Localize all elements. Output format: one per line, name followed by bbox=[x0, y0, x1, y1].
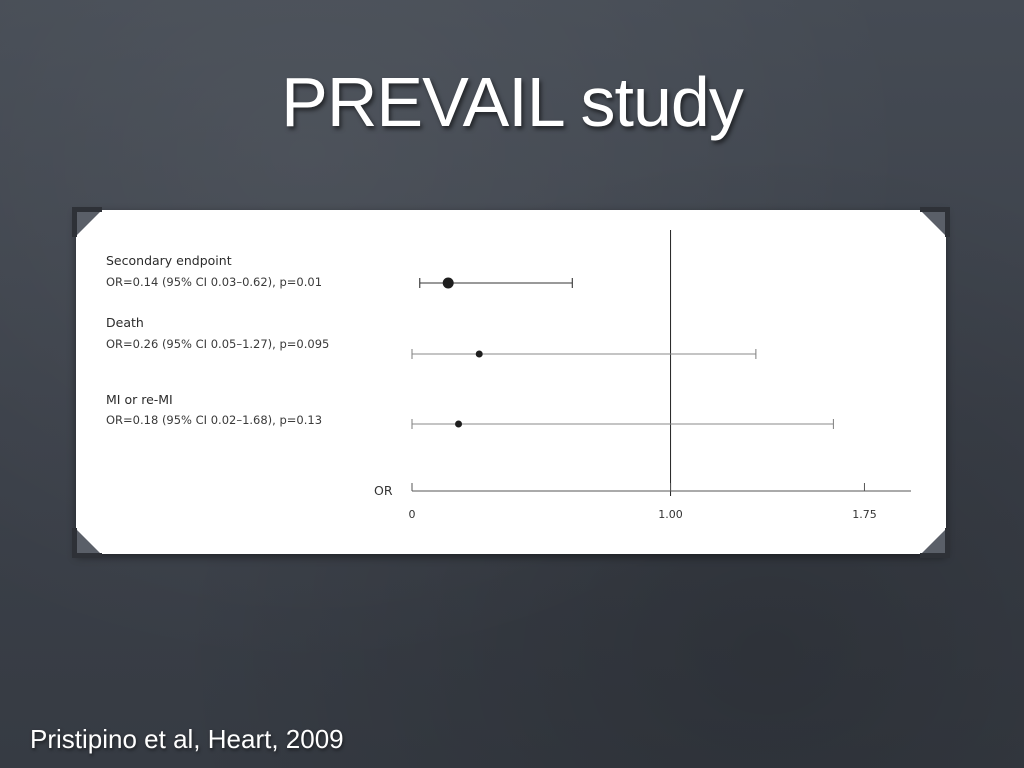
photo-corner-top-left bbox=[72, 207, 102, 237]
slide-title: PREVAIL study bbox=[281, 63, 744, 141]
row-stat: OR=0.18 (95% CI 0.02–1.68), p=0.13 bbox=[106, 413, 322, 427]
odds-ratio-point bbox=[455, 420, 463, 428]
photo-corner-bottom-right bbox=[920, 528, 950, 558]
x-tick-label: 0 bbox=[409, 508, 416, 521]
row-stat: OR=0.14 (95% CI 0.03–0.62), p=0.01 bbox=[106, 275, 322, 289]
row-label: MI or re-MI bbox=[106, 392, 173, 407]
x-tick-label: 1.75 bbox=[852, 508, 877, 521]
photo-corner-bottom-left bbox=[72, 528, 102, 558]
x-tick-label: 1.00 bbox=[658, 508, 683, 521]
row-stat: OR=0.26 (95% CI 0.05–1.27), p=0.095 bbox=[106, 337, 329, 351]
odds-ratio-point bbox=[475, 350, 483, 358]
row-label: Death bbox=[106, 315, 144, 330]
row-label: Secondary endpoint bbox=[106, 253, 232, 268]
forest-plot-figure: Secondary endpoint OR=0.14 (95% CI 0.03–0… bbox=[76, 210, 946, 554]
x-axis-title: OR bbox=[374, 483, 393, 498]
citation: Pristipino et al, Heart, 2009 bbox=[30, 724, 344, 754]
odds-ratio-point bbox=[442, 277, 454, 289]
forest-plot: Secondary endpoint OR=0.14 (95% CI 0.03–0… bbox=[106, 230, 911, 521]
photo-corner-top-right bbox=[920, 207, 950, 237]
